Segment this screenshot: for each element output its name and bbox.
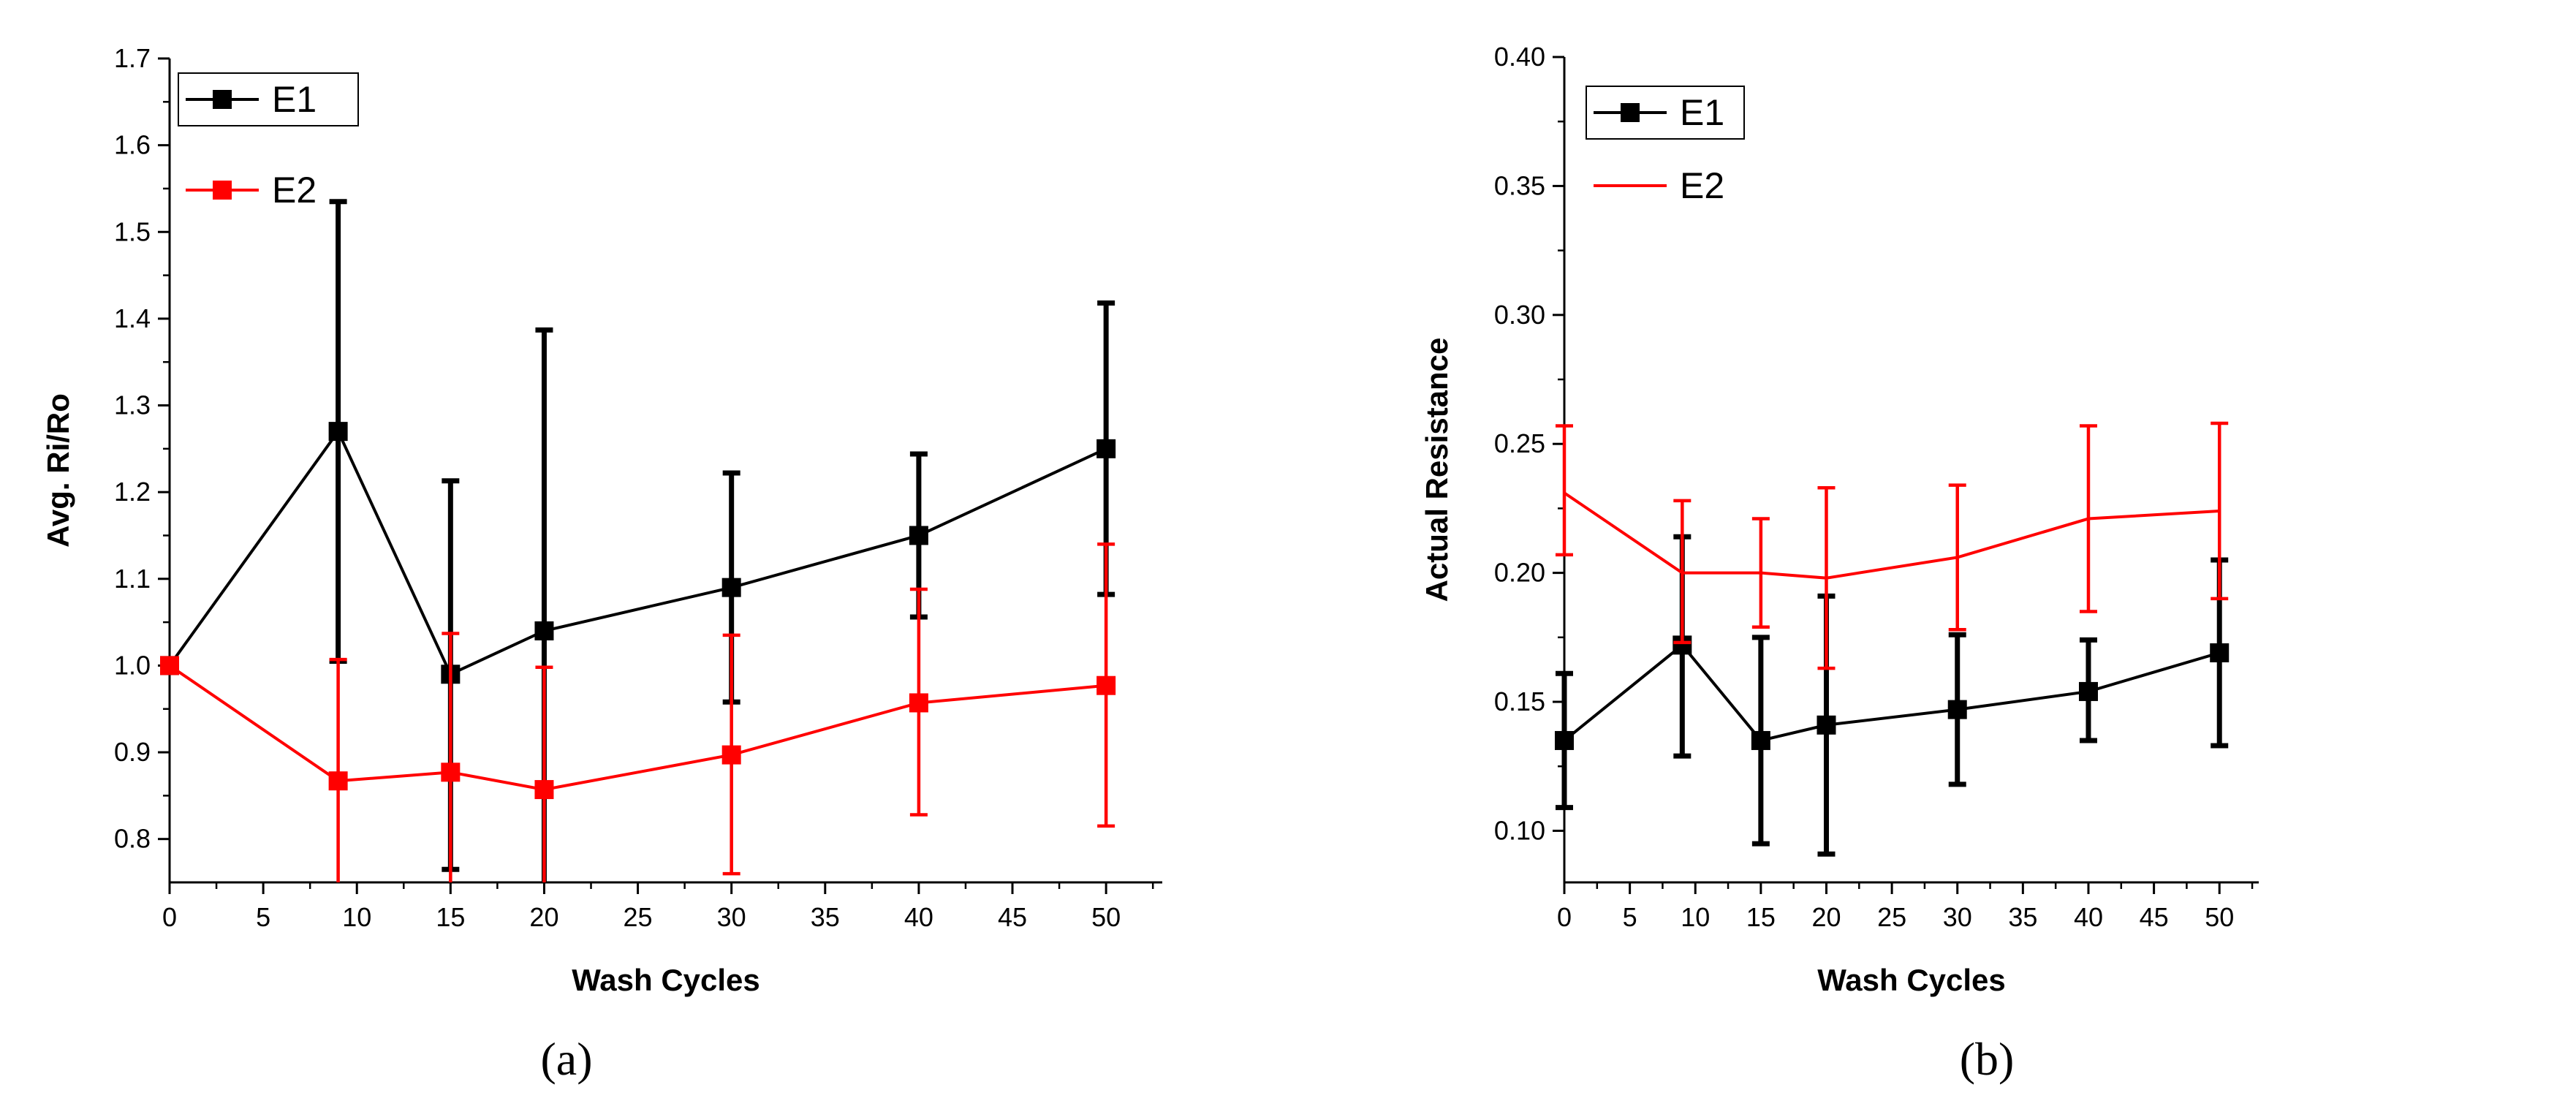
x-tick-label: 20 [1811,902,1841,932]
y-axis-label: Avg. Ri/Ro [41,393,75,548]
y-tick-label: 1.0 [114,650,151,680]
series-e1 [1555,534,2230,857]
legend-marker [213,181,232,200]
legend-marker [1621,103,1640,122]
y-tick-label: 1.4 [114,303,151,333]
y-tick-label: 1.2 [114,477,151,507]
panel-caption: (a) [540,1033,592,1085]
y-tick-label: 1.5 [114,216,151,246]
y-axis-label: Actual Resistance [1420,338,1454,602]
legend-label: E1 [272,79,317,120]
x-tick-label: 10 [342,902,371,932]
data-point [534,621,554,640]
x-tick-label: 40 [2074,902,2103,932]
y-tick-label: 1.3 [114,390,151,420]
legend: E1 E2 [178,72,359,211]
y-tick-label: 0.40 [1494,42,1545,72]
x-tick-label: 35 [811,902,840,932]
series-line [1563,643,2220,743]
series-line [168,664,1107,792]
chart-panel-b: 0.10 0.15 0.20 0.25 0.30 0.35 0.40 0 5 10 15 20 25 30… [1420,42,2259,1085]
plot-area [1555,421,2230,857]
x-tick-label: 0 [1557,902,1572,932]
x-tick-label: 45 [2140,902,2169,932]
data-point [1555,730,1574,750]
series-e2 [1556,421,2229,670]
legend-label: E2 [272,170,317,211]
x-tick-label: 20 [529,902,558,932]
data-point [1751,730,1770,750]
panel-caption: (b) [1960,1033,2015,1085]
x-tick-label: 5 [256,902,270,932]
legend-label: E2 [1680,165,1724,206]
x-tick-label: 5 [1623,902,1637,932]
x-tick-label: 35 [2008,902,2037,932]
data-point [909,693,928,713]
data-point [160,656,179,675]
y-tick-label: 0.30 [1494,300,1545,330]
data-point [328,771,348,791]
legend-label: E1 [1680,92,1724,133]
x-tick-label: 30 [717,902,746,932]
y-tick-label: 0.10 [1494,815,1545,845]
data-point [1947,700,1967,719]
x-axis-label: Wash Cycles [1817,963,2006,997]
series-e1 [160,199,1116,882]
x-tick-label: 45 [998,902,1027,932]
x-tick-label: 50 [1091,902,1121,932]
data-point [328,422,348,442]
y-tick-label: 0.8 [114,824,151,854]
y-tick-label: 1.1 [114,564,151,594]
y-tick-label: 0.35 [1494,170,1545,200]
x-tick-label: 10 [1681,902,1710,932]
x-tick-label: 0 [162,902,177,932]
x-axis-label: Wash Cycles [572,963,760,997]
series-line [168,428,1107,676]
data-point [909,526,928,545]
data-point [1817,715,1836,735]
y-tick-label: 1.7 [114,43,151,73]
y-tick-label: 0.20 [1494,558,1545,588]
y-tick-label: 0.9 [114,737,151,767]
x-tick-label: 15 [436,902,465,932]
y-tick-label: 0.15 [1494,686,1545,716]
data-point [1096,675,1116,695]
x-tick-label: 25 [1877,902,1906,932]
data-point [2210,643,2230,662]
x-tick-label: 30 [1943,902,1972,932]
legend: E1 E2 [1586,86,1745,206]
x-tick-label: 15 [1746,902,1776,932]
legend-box [178,72,359,126]
data-point [441,762,461,782]
data-point [721,745,741,765]
x-tick-label: 50 [2205,902,2234,932]
data-point [721,578,741,597]
legend-marker [213,90,232,109]
series-e2 [160,542,1116,882]
data-point [2078,681,2098,701]
plot-area [160,199,1116,882]
chart-panel-a: 0.8 0.9 1.0 1.1 1.2 1.3 1.4 1.5 1.6 1.7 0 5 10 15 20 25… [41,43,1162,1085]
series-line [1563,491,2220,580]
x-tick-label: 25 [624,902,653,932]
data-point [534,780,554,800]
y-tick-label: 0.25 [1494,428,1545,458]
y-tick-label: 1.6 [114,130,151,160]
x-tick-label: 40 [904,902,933,932]
data-point [1096,439,1116,458]
